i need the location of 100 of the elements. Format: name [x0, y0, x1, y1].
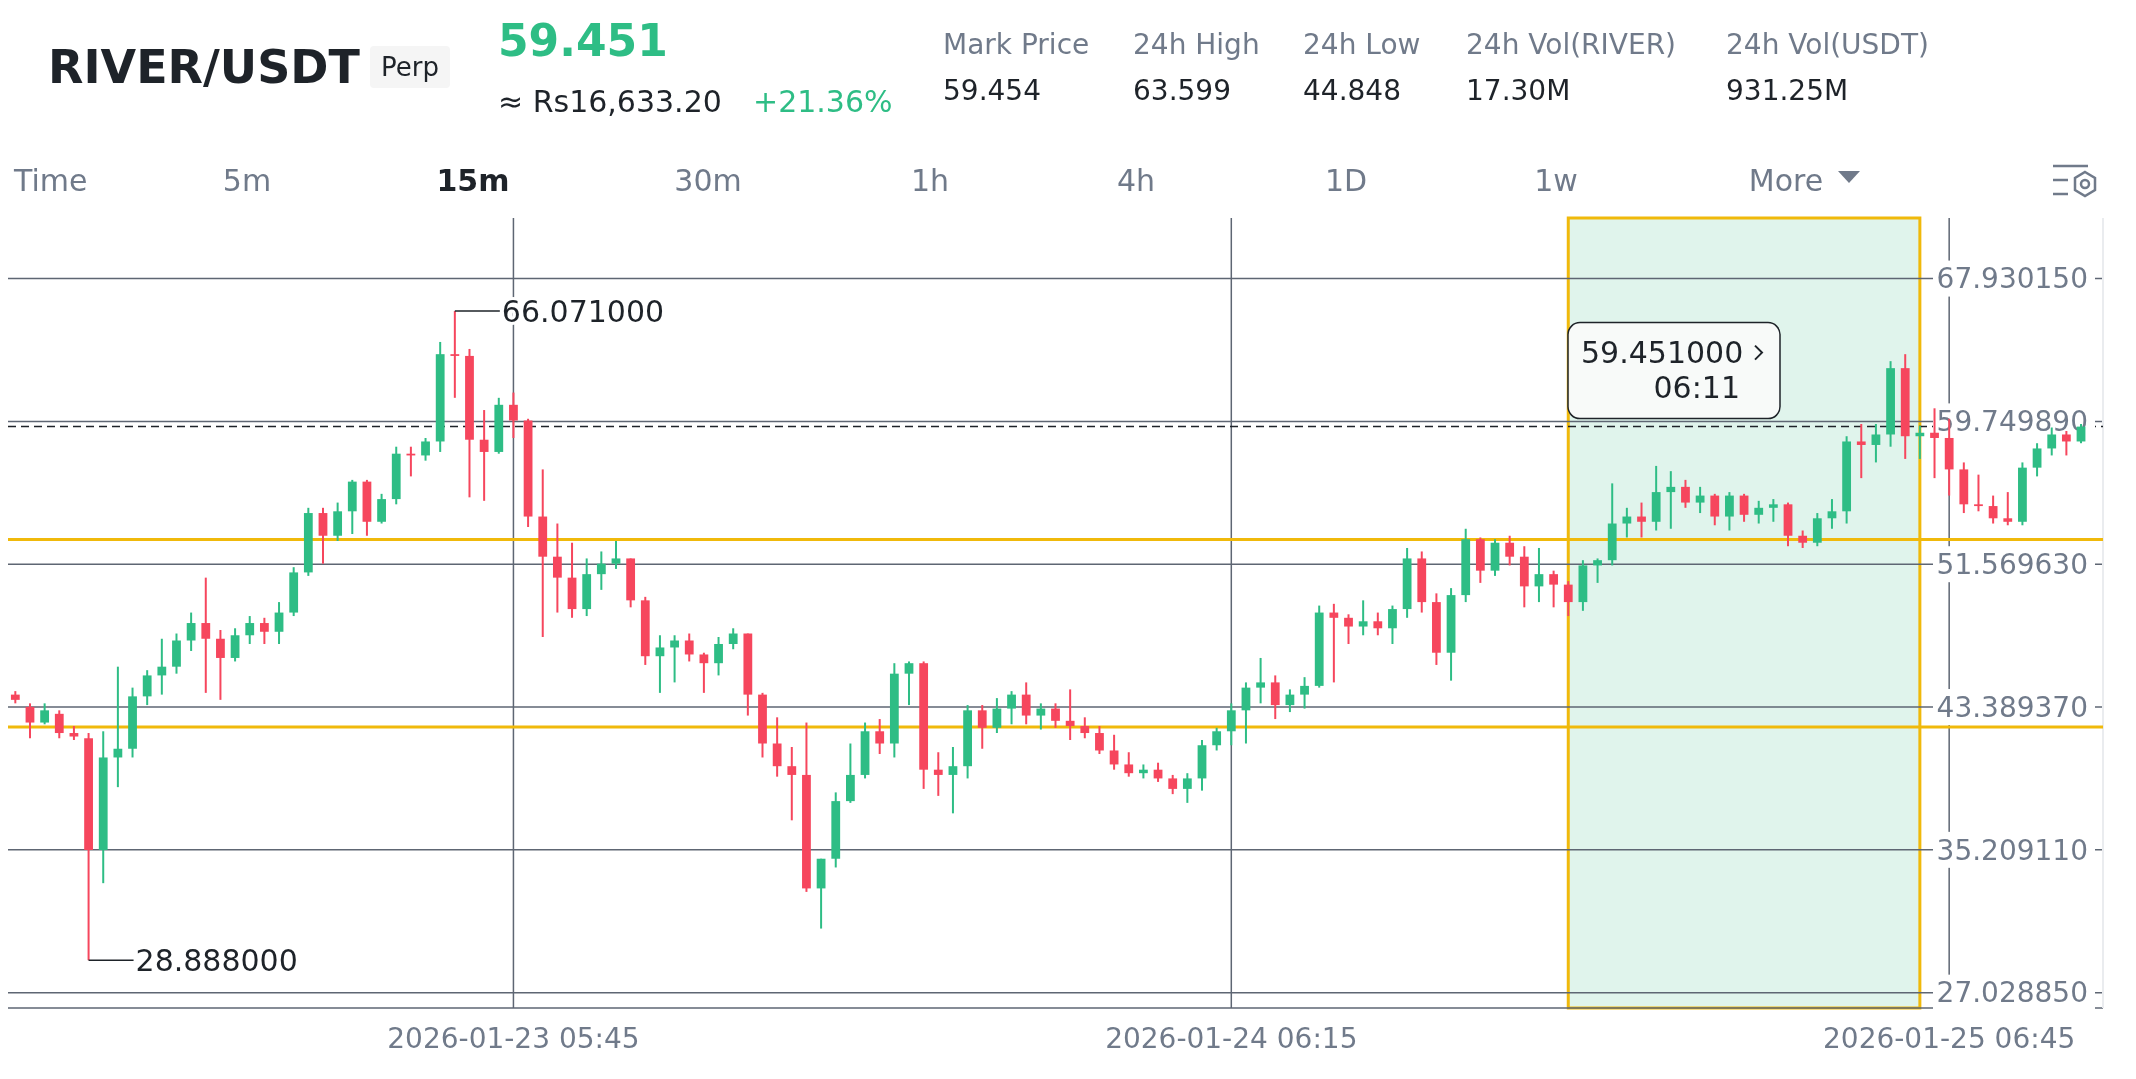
- candlestick: [201, 576, 211, 694]
- candlestick: [186, 611, 196, 652]
- candlestick: [1388, 604, 1397, 645]
- candlestick: [1212, 726, 1222, 752]
- candlestick: [1754, 499, 1764, 525]
- candlestick: [1930, 407, 1939, 480]
- candlestick: [977, 704, 987, 750]
- text: 24h High: [1133, 28, 1260, 61]
- chart-subtitle: Perp: [381, 52, 439, 82]
- candlestick: [1109, 733, 1119, 771]
- candlestick: [2061, 429, 2071, 457]
- candlestick: [1344, 613, 1353, 645]
- candlestick: [1007, 690, 1016, 726]
- candlestick: [1622, 506, 1632, 539]
- candlestick: [245, 615, 255, 645]
- candlestick: [948, 745, 958, 815]
- candlestick: [1827, 498, 1837, 530]
- text: Time: [13, 163, 88, 198]
- x-tick-label: 2026-01-23 05:45: [387, 1022, 640, 1055]
- x-tick-label: 2026-01-24 06:15: [1105, 1022, 1358, 1055]
- text: 44.848: [1303, 74, 1401, 107]
- text: More: [1748, 163, 1824, 198]
- candlestick: [933, 751, 943, 797]
- candlestick: [1051, 702, 1060, 729]
- candlestick: [699, 651, 709, 694]
- candlestick: [655, 634, 665, 694]
- candlestick: [1168, 773, 1178, 796]
- candlestick: [1871, 423, 1881, 464]
- candlestick: [904, 660, 914, 707]
- text: +21.36%: [753, 84, 893, 119]
- candlestick: [992, 697, 1002, 735]
- text: Mark Price: [943, 28, 1090, 61]
- candlestick: [684, 632, 694, 663]
- text: 4h: [1116, 163, 1156, 198]
- candlestick: [274, 601, 284, 645]
- legend-label: 59.451000: [1581, 335, 1744, 371]
- candlestick: [1065, 688, 1075, 742]
- candlestick: [2003, 491, 2013, 527]
- chart-title: RIVER/USDT: [48, 40, 361, 94]
- candlestick: [216, 629, 225, 701]
- text: 5m: [222, 163, 272, 198]
- candlestick: [1124, 751, 1134, 778]
- candlestick: [1549, 569, 1559, 609]
- candlestick: [772, 716, 782, 778]
- candlestick: [318, 506, 328, 565]
- candlestick: [1036, 702, 1046, 731]
- text: 24h Vol(RIVER): [1466, 28, 1677, 61]
- text: 1D: [1324, 163, 1368, 198]
- candlestick: [1182, 772, 1192, 804]
- text: 1h: [910, 163, 950, 198]
- candlestick: [450, 310, 460, 399]
- candlestick: [1226, 702, 1236, 747]
- x-tick-label: 2026-01-25 06:45: [1823, 1022, 2076, 1055]
- candlestick: [479, 409, 489, 502]
- candlestick: [596, 550, 606, 591]
- candlestick: [1021, 681, 1031, 726]
- candlestick: [1373, 611, 1383, 637]
- candlestick: [1270, 674, 1280, 721]
- candlestick: [1593, 557, 1602, 584]
- candlestick: [1637, 501, 1646, 539]
- text: ≈ Rs16,633.20: [498, 84, 722, 119]
- candlestick: [1666, 470, 1676, 530]
- candlestick: [1710, 492, 1720, 527]
- candlestick: [142, 669, 152, 707]
- candlestick: [1768, 498, 1778, 523]
- y-tick-label: 51.569630: [1936, 548, 2088, 582]
- y-tick-label: 67.930150: [1936, 262, 2088, 296]
- candlestick: [1080, 716, 1090, 740]
- text: 63.599: [1133, 74, 1231, 107]
- candlestick: [728, 627, 738, 651]
- candlestick: [157, 637, 167, 696]
- candlestick: [1695, 485, 1705, 515]
- y-tick-label: 59.749890: [1936, 405, 2088, 439]
- candlestick: [509, 391, 518, 439]
- candlestick: [25, 702, 35, 740]
- candlestick: [787, 745, 797, 822]
- candlestick: [259, 616, 269, 645]
- candlestick: [421, 436, 430, 462]
- candlestick: [2032, 442, 2042, 478]
- candlestick: [1974, 473, 1983, 513]
- candlestick: [1681, 478, 1690, 509]
- y-tick-label: 27.028850: [1936, 976, 2088, 1010]
- candlestick: [1988, 494, 1998, 525]
- text: 15m: [436, 163, 510, 198]
- candlestick: [875, 718, 885, 755]
- candlestick: [1725, 491, 1734, 532]
- annotation: 06:11: [1653, 369, 1740, 405]
- candlestick: [1358, 599, 1368, 637]
- text: 17.30M: [1466, 74, 1571, 107]
- text: 24h Low: [1303, 28, 1421, 61]
- y-tick-label: 35.209110: [1936, 833, 2088, 867]
- candlestick: [1095, 725, 1104, 755]
- text: 1w: [1534, 163, 1578, 198]
- text: 59.451: [498, 15, 668, 66]
- text: 24h Vol(USDT): [1726, 28, 1929, 61]
- candlestick: [1300, 676, 1309, 710]
- text: 931.25M: [1726, 74, 1849, 107]
- candlestick: [230, 627, 240, 663]
- candlestick: [1329, 602, 1339, 684]
- candlestick: [113, 665, 123, 789]
